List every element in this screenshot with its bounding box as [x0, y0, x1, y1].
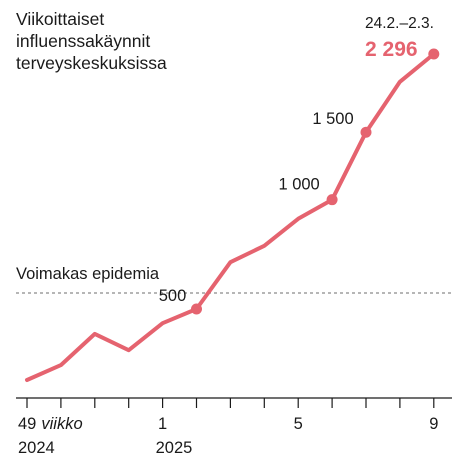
last-point-date: 24.2.–2.3. [365, 15, 434, 32]
x-tick-label: 9 [429, 415, 438, 433]
data-point-label: 1 500 [312, 110, 353, 128]
chart-title: Viikoittaiset influenssakäynnit terveysk… [16, 8, 167, 74]
series-layer [25, 52, 436, 382]
reference-line-label: Voimakas epidemia [16, 265, 160, 283]
highlight-points [191, 48, 440, 315]
title-line-3: terveyskeskuksissa [16, 53, 167, 73]
x-tick-label: 5 [294, 415, 303, 433]
x-unit-label: viikko [41, 415, 82, 433]
series-line [25, 52, 436, 382]
x-tick-label: 1 [158, 415, 167, 433]
x-tick-label: 49 viikko [18, 415, 83, 433]
data-labels: 500 1 000 1 500 [159, 110, 354, 305]
data-point-marker [428, 48, 440, 60]
title-line-2: influenssakäynnit [16, 31, 151, 51]
data-point-marker [360, 126, 372, 138]
x-axis: 49 viikko 1 5 9 2024 2025 [16, 397, 452, 457]
data-point-marker [191, 303, 202, 315]
last-point-value: 2 296 [365, 38, 418, 61]
data-point-label: 1 000 [278, 176, 319, 194]
year-label: 2024 [18, 439, 55, 457]
title-line-1: Viikoittaiset [16, 9, 105, 29]
year-label: 2025 [156, 439, 193, 457]
data-point-marker [326, 194, 338, 206]
data-point-label: 500 [159, 287, 187, 305]
